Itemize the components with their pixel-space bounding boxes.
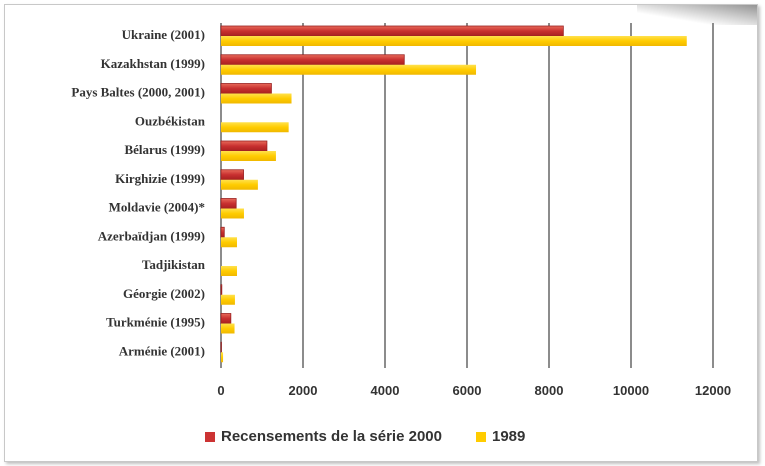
bar-series-2 — [221, 64, 477, 75]
bar-series-2 — [221, 122, 289, 133]
bar-series-2 — [221, 266, 237, 276]
category-label: Azerbaïdjan (1999) — [98, 228, 205, 243]
bar-series-1 — [220, 313, 232, 324]
legend-item-series-1: Recensements de la série 2000 — [205, 428, 442, 445]
bar-series-1 — [220, 83, 272, 94]
x-tick-label: 8000 — [535, 383, 564, 398]
bar-series-2 — [221, 36, 687, 46]
legend-swatch-series-1 — [205, 431, 215, 442]
category-label: Ouzbékistan — [135, 113, 206, 128]
category-label: Kirghizie (1999) — [115, 171, 205, 186]
bar-series-2 — [221, 151, 276, 161]
x-tick-label: 6000 — [453, 383, 482, 398]
bar-series-1 — [220, 226, 225, 238]
bar-series-2 — [221, 237, 237, 248]
bar-series-2 — [221, 179, 258, 190]
category-label: Ukraine (2001) — [122, 27, 205, 42]
x-tick-label: 4000 — [371, 383, 400, 398]
category-label: Géorgie (2002) — [123, 286, 205, 301]
bar-series-2 — [221, 352, 224, 363]
tick-labels: 0 2000 4000 6000 8000 10000 12000 — [217, 383, 731, 398]
bar-series-1 — [220, 198, 237, 209]
legend-label-series-1: Recensements de la série 2000 — [221, 428, 442, 445]
category-label: Kazakhstan (1999) — [101, 56, 205, 71]
bar-series-2 — [221, 323, 235, 334]
legend-item-series-2: 1989 — [475, 428, 526, 445]
legend: Recensements de la série 2000 1989 — [205, 428, 551, 445]
category-label: Arménie (2001) — [119, 343, 205, 358]
bar-series-2 — [221, 208, 244, 219]
bar-series-2 — [221, 93, 292, 104]
bar-series-2 — [221, 294, 235, 305]
bar-series-1 — [220, 140, 268, 152]
category-label: Bélarus (1999) — [124, 142, 205, 157]
legend-label-series-2: 1989 — [491, 428, 526, 445]
category-labels: Ukraine (2001) Kazakhstan (1999) Pays Balt… — [71, 27, 205, 358]
x-tick-label: 10000 — [613, 383, 649, 398]
gridlines — [220, 23, 714, 368]
x-tick-label: 0 — [217, 383, 224, 398]
x-tick-label: 2000 — [289, 383, 318, 398]
category-label: Turkménie (1995) — [106, 315, 205, 330]
bar-series-1 — [220, 284, 223, 296]
x-tick-label: 12000 — [695, 383, 731, 398]
bar-series-1 — [220, 169, 244, 181]
category-label: Pays Baltes (2000, 2001) — [71, 85, 205, 100]
category-label: Tadjikistan — [142, 257, 206, 272]
legend-swatch-series-2 — [475, 431, 486, 442]
bars — [220, 25, 687, 363]
bar-series-1 — [220, 54, 405, 66]
bar-series-1 — [220, 25, 564, 37]
category-label: Moldavie (2004)* — [109, 200, 205, 215]
